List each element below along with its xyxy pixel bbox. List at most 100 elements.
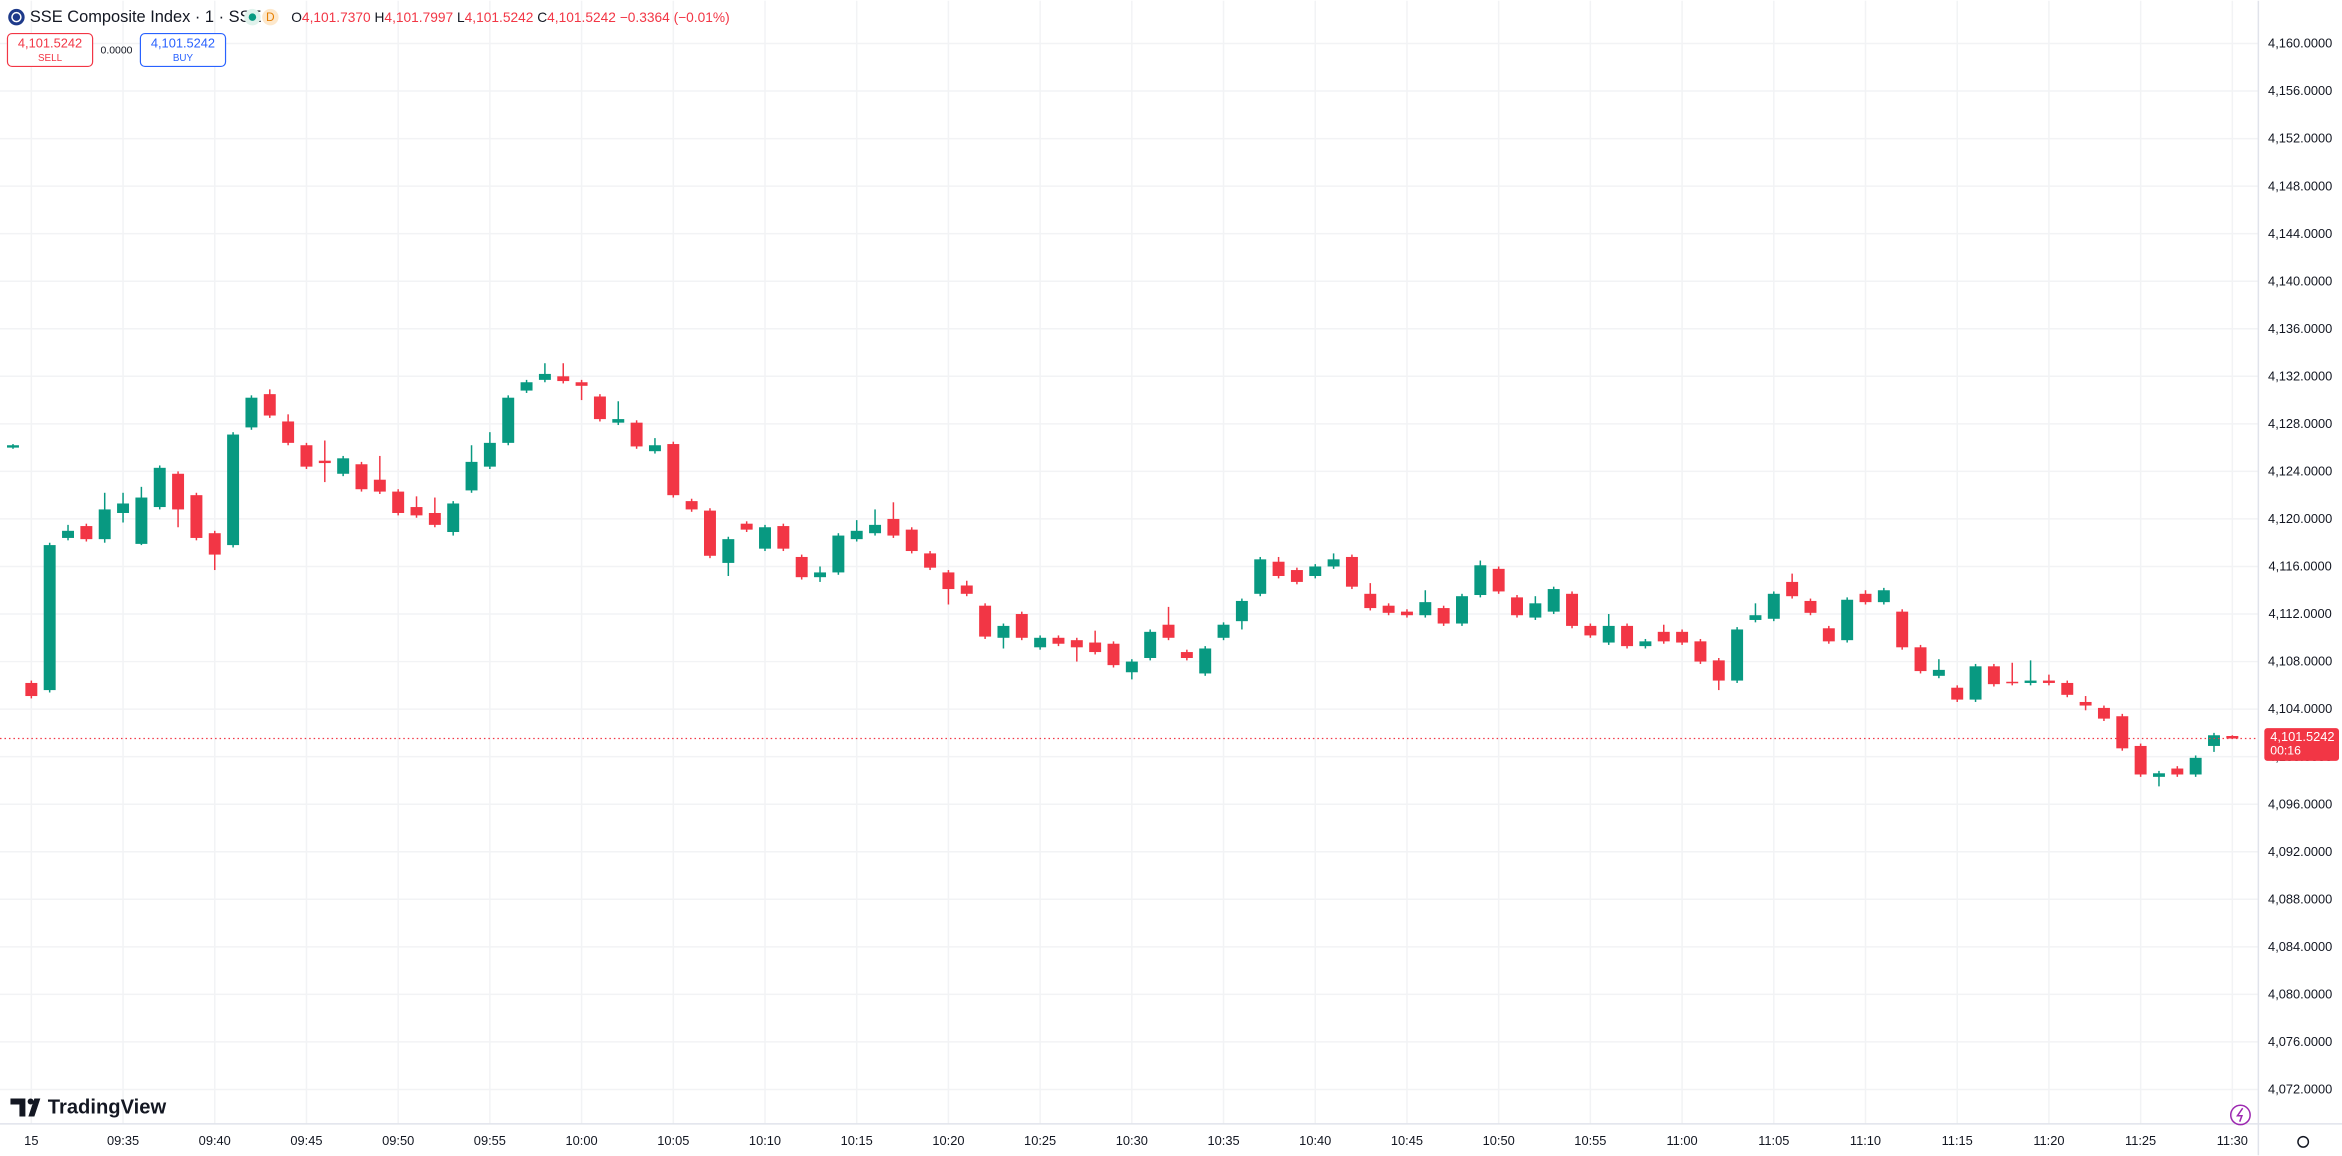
symbol-logo [8, 8, 25, 26]
brand-logo-dot [27, 1098, 34, 1105]
sell-button[interactable] [6, 32, 94, 68]
candle-body [373, 479, 386, 492]
y-tick-label: 4,120.0000 [2268, 511, 2332, 526]
candle-body [557, 376, 570, 382]
candle-body [1657, 631, 1670, 642]
candle-body [300, 445, 313, 467]
candle-body [447, 503, 460, 533]
y-tick-label: 4,160.0000 [2268, 36, 2332, 51]
candle-body [1309, 566, 1322, 576]
candle-body [740, 523, 753, 530]
last-price-label: 4,101.5242 [2270, 729, 2334, 744]
candle-body [2116, 716, 2129, 749]
candle-body [282, 421, 295, 443]
candle-body [630, 422, 643, 447]
market-status[interactable] [248, 13, 257, 21]
candle-body [117, 503, 130, 513]
spread: 0.0000 [101, 46, 133, 57]
brand-name[interactable]: TradingView [48, 1097, 167, 1119]
x-tick-label: 11:30 [2217, 1133, 2248, 1148]
candle-body [1584, 625, 1597, 636]
candle-body [795, 556, 808, 578]
grid [0, 0, 2259, 1124]
x-tick-label: 10:10 [749, 1133, 781, 1148]
candle-body [1639, 641, 1652, 647]
candle-body [1694, 641, 1707, 662]
candle-body [1511, 597, 1523, 616]
low-label: L [457, 10, 465, 25]
y-tick-label: 4,136.0000 [2268, 321, 2332, 336]
countdown: 00:16 [2270, 743, 2301, 757]
candle-body [2024, 680, 2037, 683]
y-tick-label: 4,124.0000 [2268, 464, 2332, 479]
candle-body [318, 460, 331, 464]
candle-body [869, 524, 882, 534]
last-price-tag [2264, 728, 2340, 761]
candle-body [1786, 581, 1799, 597]
candle-body [1254, 559, 1267, 594]
candle-body [98, 509, 111, 540]
y-tick-label: 4,104.0000 [2268, 701, 2332, 716]
x-tick-label: 10:15 [841, 1133, 873, 1148]
candle-body [2061, 682, 2074, 695]
alert-icon [2236, 1107, 2244, 1122]
candle-body [850, 530, 863, 540]
x-tick-label: 11:00 [1667, 1133, 1698, 1148]
candle-body [1199, 648, 1212, 674]
candle-body [1841, 599, 1854, 641]
x-tick-label: 09:35 [107, 1133, 139, 1148]
candle-body [2171, 768, 2184, 775]
candle-body [1419, 602, 1432, 616]
candle-body [1052, 637, 1065, 644]
candle-body [263, 394, 276, 416]
candle-body [410, 507, 423, 516]
candle-body [777, 526, 790, 549]
candle-body [685, 501, 698, 510]
candle-body [1676, 631, 1689, 643]
candle-body [648, 445, 661, 452]
y-tick-label: 4,080.0000 [2268, 987, 2332, 1002]
y-tick-label: 4,148.0000 [2268, 178, 2332, 193]
candle-body [2152, 773, 2165, 777]
buy-button[interactable] [139, 32, 227, 68]
candle-body [667, 444, 680, 496]
candle-body [960, 585, 973, 594]
candle-body [1566, 593, 1579, 626]
candle-body [502, 397, 515, 443]
candle-body [1070, 640, 1083, 648]
candle-body [1474, 565, 1487, 596]
candle-body [43, 545, 56, 691]
candle-body [153, 467, 166, 508]
sell-price: 4,101.5242 [18, 35, 82, 50]
x-tick-label: 11:05 [1758, 1133, 1789, 1148]
candle-body [1015, 614, 1028, 638]
candle-body [1217, 624, 1230, 638]
time-axis: 15 09:35 09:40 09:45 09:50 09:55 10:00 10:05 10:… [24, 1133, 2248, 1148]
y-tick-label: 4,112.0000 [2269, 606, 2332, 621]
y-tick-label: 4,116.0000 [2269, 559, 2332, 574]
y-tick-label: 4,108.0000 [2268, 654, 2332, 669]
candle-body [1987, 666, 2000, 685]
x-tick-label: 10:25 [1024, 1133, 1056, 1148]
candle-body [2226, 736, 2239, 739]
x-tick-label: 11:20 [2033, 1133, 2064, 1148]
x-tick-label: 15 [24, 1133, 38, 1148]
symbol-title[interactable]: SSE Composite Index · 1 · SSE [30, 8, 262, 26]
candle-body [1896, 611, 1909, 648]
open-label: O [291, 10, 302, 25]
candle-body [1492, 568, 1505, 592]
candles [0, 363, 2259, 787]
candle-body [2042, 680, 2055, 683]
badge[interactable]: D [266, 10, 275, 24]
settings-button[interactable] [2297, 1135, 2310, 1148]
candle-body [2097, 707, 2110, 719]
x-tick-label: 10:55 [1574, 1133, 1606, 1148]
candle-body [172, 473, 185, 510]
y-tick-label: 4,092.0000 [2268, 844, 2332, 859]
alert-button[interactable] [2229, 1104, 2251, 1126]
candle-body [355, 464, 368, 490]
candle-body [2208, 735, 2220, 746]
x-tick-label: 09:55 [474, 1133, 506, 1148]
candle-body [80, 526, 93, 540]
